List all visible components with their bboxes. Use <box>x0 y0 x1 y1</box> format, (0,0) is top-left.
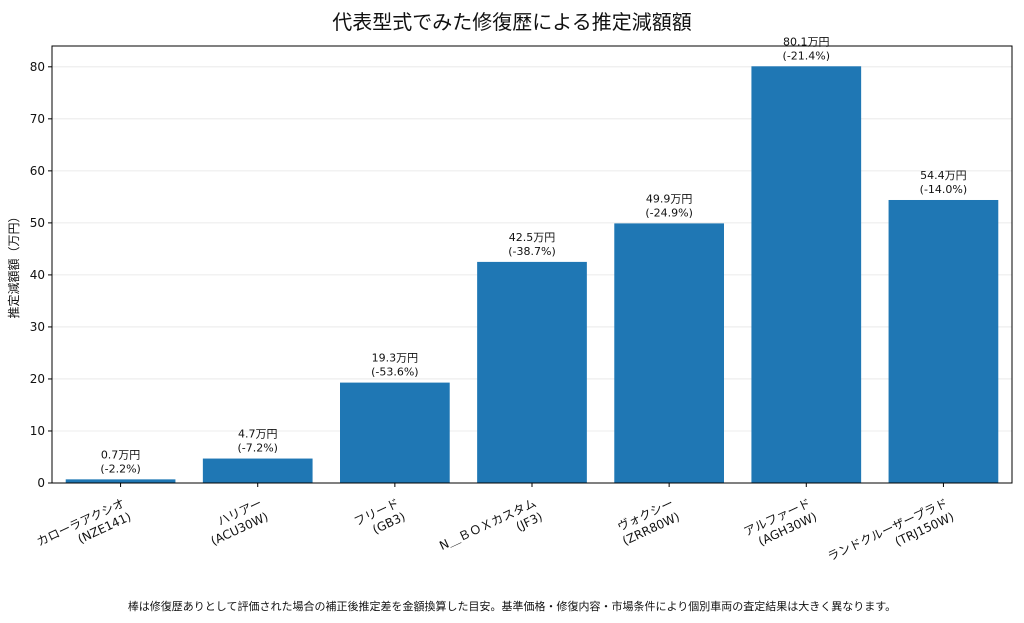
y-tick-label: 60 <box>30 164 45 178</box>
category-label-text: ランドクルーザープラド(TRJ150W) <box>825 496 956 578</box>
data-label: 54.4万円(-14.0%) <box>920 169 968 196</box>
data-label-line: 4.7万円 <box>238 428 278 441</box>
bar <box>614 223 724 483</box>
category-label-text: N＿ＢＯＸカスタム(JF3) <box>437 496 544 567</box>
bar <box>65 479 176 483</box>
category-label-text: ヴォクシー(ZRR80W) <box>613 495 681 548</box>
data-label-line: (-24.9%) <box>645 206 693 219</box>
x-axis-categories: カローラアクシオ(NZE141) ハリアー(ACU30W) フリード(GB3) N＿Ｂ… <box>35 483 956 578</box>
y-tick-label: 40 <box>30 268 45 282</box>
bar <box>477 261 587 483</box>
category-label: ハリアー(ACU30W) <box>202 496 271 548</box>
data-label: 49.9万円(-24.9%) <box>645 192 693 219</box>
category-label: フリード(GB3) <box>352 496 408 543</box>
y-axis-ticks: 0 10 20 30 40 50 60 70 80 <box>30 60 52 490</box>
category-label: ランドクルーザープラド(TRJ150W) <box>825 496 956 578</box>
data-label-line: 80.1万円 <box>783 35 830 48</box>
y-tick-label: 70 <box>30 112 45 126</box>
data-label-line: 49.9万円 <box>646 192 693 205</box>
data-label: 42.5万円(-38.7%) <box>508 231 556 258</box>
category-label: カローラアクシオ(NZE141) <box>35 496 134 563</box>
y-tick-label: 0 <box>37 476 45 490</box>
bar <box>202 458 313 483</box>
bar <box>888 199 999 483</box>
category-label-text: フリード(GB3) <box>352 496 408 543</box>
footnote: 棒は修復歴ありとして評価された場合の補正後推定差を金額換算した目安。基準価格・修… <box>127 600 897 613</box>
category-label: アルファード(AGH30W) <box>742 496 819 553</box>
y-tick-label: 80 <box>30 60 45 74</box>
data-labels: 0.7万円(-2.2%) 4.7万円(-7.2%) 19.3万円(-53.6%) 42… <box>100 35 967 475</box>
y-tick-label: 20 <box>30 372 45 386</box>
data-label-line: 19.3万円 <box>372 352 419 365</box>
y-tick-label: 10 <box>30 424 45 438</box>
data-label-line: (-21.4%) <box>783 49 831 62</box>
data-label-line: (-53.6%) <box>371 366 419 379</box>
y-axis-title: 推定減額額（万円） <box>6 210 21 318</box>
data-label-line: 42.5万円 <box>509 231 556 244</box>
bars <box>65 66 999 484</box>
data-label-line: (-2.2%) <box>100 462 141 475</box>
category-label: ヴォクシー(ZRR80W) <box>613 495 682 548</box>
bar <box>751 66 862 484</box>
bar <box>340 382 450 483</box>
data-label: 0.7万円(-2.2%) <box>100 448 141 475</box>
data-label-line: 0.7万円 <box>101 448 141 461</box>
category-label-text: ハリアー(ACU30W) <box>202 496 270 548</box>
data-label-line: 54.4万円 <box>920 169 967 182</box>
chart-title: 代表型式でみた修復歴による推定減額額 <box>332 10 692 34</box>
category-label: N＿ＢＯＸカスタム(JF3) <box>437 496 544 567</box>
y-tick-label: 50 <box>30 216 45 230</box>
category-label-text: カローラアクシオ(NZE141) <box>35 496 134 563</box>
data-label: 80.1万円(-21.4%) <box>783 35 831 62</box>
y-tick-label: 30 <box>30 320 45 334</box>
data-label-line: (-7.2%) <box>237 442 278 455</box>
data-label: 4.7万円(-7.2%) <box>237 428 278 455</box>
data-label-line: (-38.7%) <box>508 245 556 258</box>
data-label: 19.3万円(-53.6%) <box>371 352 419 379</box>
category-label-text: アルファード(AGH30W) <box>742 496 819 553</box>
data-label-line: (-14.0%) <box>920 183 968 196</box>
